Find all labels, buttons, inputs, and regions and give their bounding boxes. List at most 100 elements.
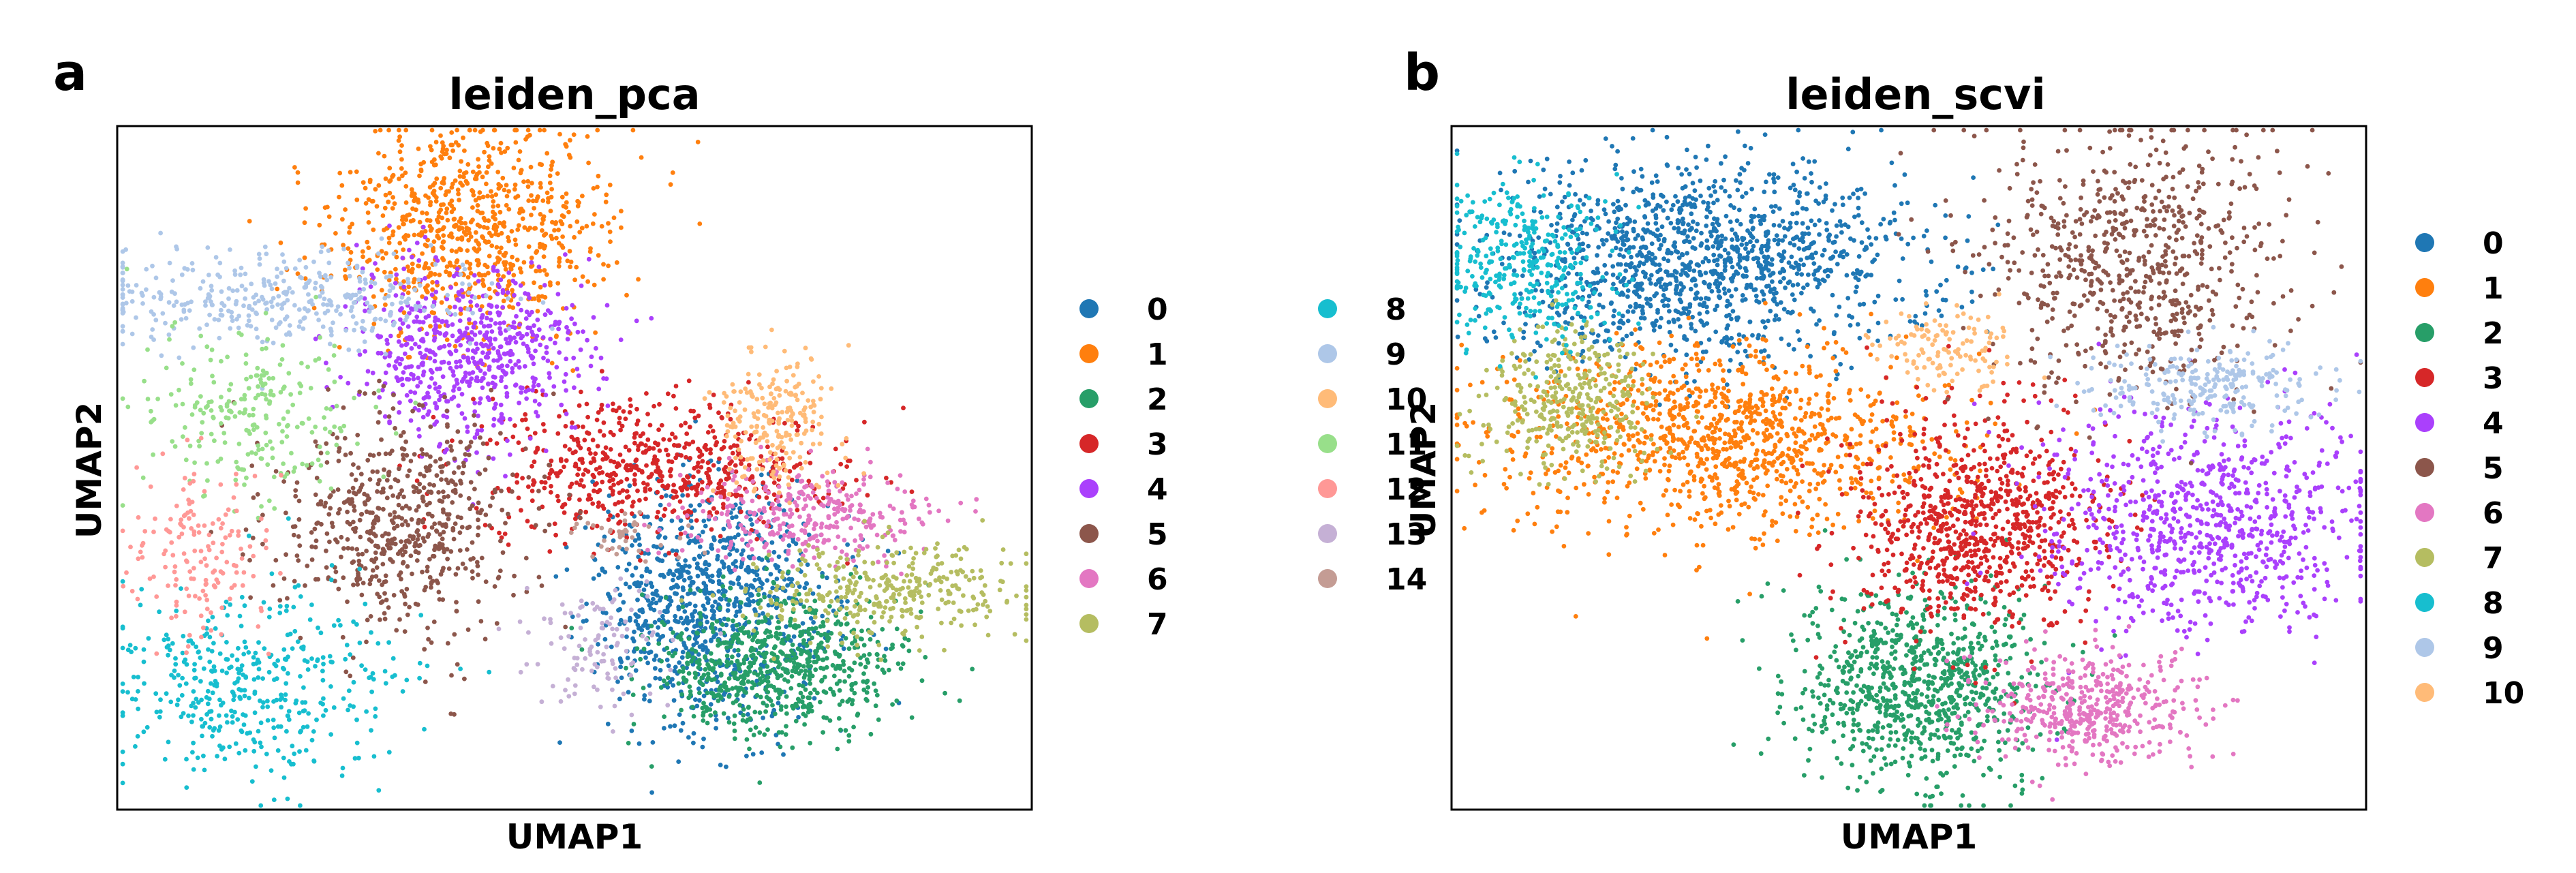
point — [423, 234, 428, 240]
point — [491, 346, 496, 351]
point — [848, 610, 853, 615]
point — [732, 648, 737, 653]
point — [365, 382, 369, 386]
point — [626, 690, 631, 695]
point — [410, 408, 415, 414]
point — [588, 363, 594, 369]
point — [762, 545, 767, 550]
point — [849, 687, 855, 692]
point — [677, 499, 683, 504]
point — [835, 505, 841, 510]
point — [865, 446, 870, 452]
point — [648, 581, 654, 585]
point — [493, 489, 497, 495]
point — [667, 468, 673, 474]
point — [572, 234, 577, 240]
point — [697, 454, 702, 459]
point — [736, 581, 741, 587]
point — [771, 510, 776, 516]
point — [441, 546, 446, 551]
point — [710, 429, 716, 433]
point — [950, 583, 955, 589]
point — [619, 209, 624, 214]
point — [448, 142, 454, 148]
point — [447, 155, 453, 161]
point — [557, 350, 562, 355]
point — [450, 479, 455, 485]
point — [725, 496, 731, 502]
point — [572, 385, 577, 390]
point — [498, 538, 503, 544]
point — [699, 490, 704, 495]
point — [780, 456, 785, 461]
point — [667, 438, 672, 442]
point — [395, 523, 400, 529]
point — [340, 217, 345, 222]
point — [776, 730, 782, 735]
point — [649, 600, 654, 606]
point — [759, 537, 765, 542]
point — [498, 402, 504, 408]
point — [423, 679, 428, 684]
point — [758, 676, 763, 681]
point — [759, 750, 765, 755]
point — [446, 461, 451, 466]
point — [681, 587, 686, 592]
point — [478, 307, 482, 313]
point — [418, 380, 423, 385]
point — [490, 380, 495, 386]
point — [724, 764, 729, 769]
point — [444, 477, 449, 483]
point — [563, 371, 568, 377]
point — [594, 467, 599, 472]
point — [588, 246, 593, 251]
point — [692, 609, 697, 614]
point — [497, 209, 503, 215]
point — [495, 291, 500, 296]
point — [790, 642, 795, 647]
point — [532, 206, 536, 211]
point — [376, 578, 382, 583]
point — [381, 506, 386, 512]
point — [292, 579, 297, 584]
point — [846, 739, 852, 744]
point — [425, 290, 430, 295]
point — [673, 591, 677, 596]
point — [978, 568, 983, 573]
point — [376, 506, 382, 511]
point — [467, 383, 472, 388]
point — [715, 679, 720, 684]
point — [679, 655, 685, 660]
point — [815, 547, 820, 552]
point — [433, 140, 439, 144]
point — [416, 263, 420, 269]
point — [766, 490, 771, 495]
point — [390, 493, 395, 498]
point — [685, 474, 690, 479]
point — [669, 518, 675, 523]
point — [553, 340, 557, 346]
point — [508, 416, 512, 422]
point — [301, 685, 306, 690]
point — [606, 509, 611, 515]
point — [436, 547, 442, 551]
point — [584, 401, 589, 407]
point — [599, 407, 604, 412]
point — [855, 713, 860, 718]
point — [660, 572, 665, 578]
point — [617, 490, 622, 495]
point — [418, 472, 423, 477]
point — [782, 512, 786, 517]
point — [808, 448, 814, 454]
point — [804, 598, 810, 603]
point — [709, 658, 714, 663]
point — [673, 406, 679, 411]
point — [672, 723, 677, 729]
point — [819, 502, 824, 507]
point — [617, 592, 623, 598]
point — [784, 658, 789, 663]
point — [676, 443, 681, 448]
point — [511, 320, 517, 325]
point — [890, 702, 895, 707]
point — [427, 356, 433, 361]
